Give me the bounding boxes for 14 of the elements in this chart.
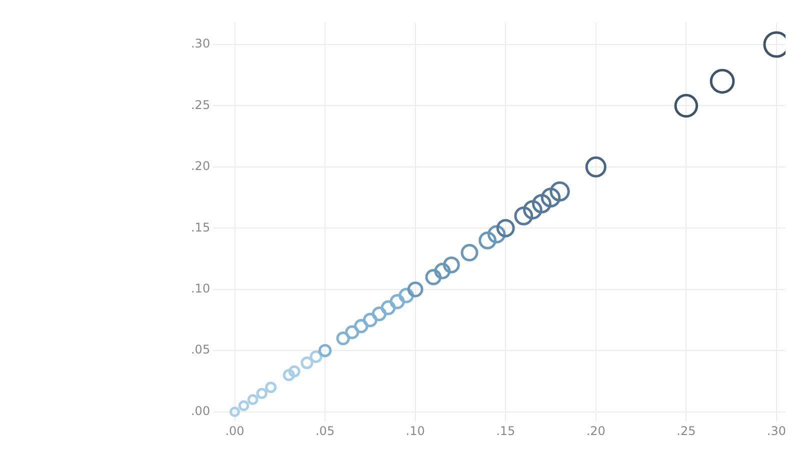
x-tick-label: .30	[766, 424, 786, 438]
y-tick-label: .25	[190, 98, 210, 112]
x-tick-label: .00	[225, 424, 244, 438]
x-tick-label: .10	[406, 424, 425, 438]
y-tick-label: .30	[190, 36, 210, 51]
x-tick-label: .25	[676, 424, 696, 438]
y-tick-label: .15	[190, 220, 210, 234]
x-tick-label: .20	[586, 424, 606, 438]
x-tick-label: .05	[315, 424, 335, 438]
y-tick-label: .10	[190, 282, 210, 296]
y-tick-label: .00	[190, 404, 210, 418]
y-tick-label: .20	[190, 159, 210, 174]
y-tick-label: .05	[190, 342, 210, 357]
x-tick-label: .15	[496, 424, 516, 438]
